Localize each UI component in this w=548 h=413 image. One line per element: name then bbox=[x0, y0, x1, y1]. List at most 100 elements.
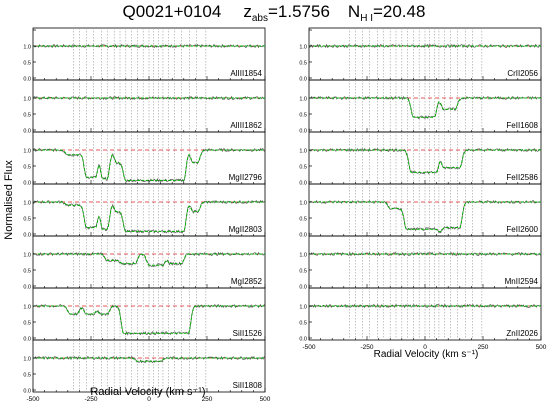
ion-label: MgII2803 bbox=[229, 225, 263, 234]
spectrum-line bbox=[32, 95, 266, 101]
y-tick-label: 0.0 bbox=[299, 285, 307, 291]
y-tick-label: 0.5 bbox=[23, 217, 31, 223]
ion-label: FeII2586 bbox=[506, 173, 538, 182]
panel-FeII1608: 0.0 0.5 1.0 FeII1608 bbox=[299, 79, 542, 135]
x-tick-label: -500 bbox=[302, 344, 315, 351]
panel-AlIII1862: 0.0 0.5 1.0 AlIII1862 bbox=[23, 79, 266, 135]
y-tick-label: 1.0 bbox=[299, 253, 307, 259]
panel-frame bbox=[32, 339, 266, 393]
y-tick-label: 0.0 bbox=[299, 77, 307, 83]
panel-AlIII1854: 0.0 0.5 1.0 AlIII1854 bbox=[23, 27, 266, 83]
model-fit-line bbox=[309, 201, 541, 233]
y-tick-label: 0.0 bbox=[23, 129, 31, 135]
ion-label: SiII1808 bbox=[233, 381, 263, 390]
y-tick-label: 0.0 bbox=[23, 181, 31, 187]
y-tick-label: 1.0 bbox=[299, 97, 307, 103]
panel-CrII2056: 0.0 0.5 1.0 CrII2056 bbox=[299, 27, 542, 83]
panel-MgI2852: 0.0 0.5 1.0 MgI2852 bbox=[23, 235, 266, 291]
y-tick-label: 0.0 bbox=[23, 389, 31, 395]
left-column: 0.00.51.0AlIII18540.00.51.0AlIII18620.00… bbox=[23, 27, 271, 403]
panel-MnII2594: 0.0 0.5 1.0 MnII2594 bbox=[299, 235, 542, 291]
spectrum-line bbox=[308, 147, 542, 175]
ion-label: MnII2594 bbox=[505, 277, 539, 286]
spectrum-line bbox=[32, 199, 266, 234]
y-tick-label: 0.0 bbox=[299, 181, 307, 187]
model-fit-line bbox=[33, 253, 265, 266]
ion-label: FeII2600 bbox=[506, 225, 538, 234]
ion-label: AlIII1862 bbox=[230, 121, 262, 130]
y-tick-label: 0.0 bbox=[299, 233, 307, 239]
y-tick-label: 1.0 bbox=[299, 149, 307, 155]
model-fit-line bbox=[309, 149, 541, 173]
panel-MgII2796: 0.0 0.5 1.0 MgII2796 bbox=[23, 131, 266, 187]
figure-title: Q0021+0104 zabs=1.5756 NH I=20.48 bbox=[123, 2, 426, 24]
y-axis-label: Normalised Flux bbox=[3, 160, 15, 240]
y-tick-label: 1.0 bbox=[23, 45, 31, 51]
x-tick-label: -250 bbox=[360, 344, 373, 351]
panel-frame bbox=[32, 287, 266, 341]
quasar-name: Q0021+0104 bbox=[123, 2, 222, 21]
y-tick-label: 0.5 bbox=[299, 61, 307, 67]
y-tick-label: 1.0 bbox=[23, 357, 31, 363]
y-tick-label: 0.5 bbox=[23, 373, 31, 379]
y-tick-label: 1.0 bbox=[23, 253, 31, 259]
panel-FeII2586: 0.0 0.5 1.0 FeII2586 bbox=[299, 131, 542, 187]
ion-label: AlIII1854 bbox=[230, 69, 262, 78]
x-tick-label: 500 bbox=[260, 396, 271, 403]
y-tick-label: 0.0 bbox=[299, 129, 307, 135]
y-tick-label: 1.0 bbox=[299, 201, 307, 207]
y-tick-label: 0.5 bbox=[299, 217, 307, 223]
ion-label: ZnII2026 bbox=[506, 329, 538, 338]
right-column: 0.0 0.5 1.0 CrII2056 0.0 0.5 1.0 FeII1608 0.0 0.5… bbox=[299, 27, 547, 351]
spectrum-line bbox=[308, 303, 542, 309]
panel-SiII1526: 0.0 0.5 1.0 SiII1526 bbox=[23, 287, 266, 343]
model-fit-line bbox=[33, 201, 265, 233]
ion-label: MgI2852 bbox=[231, 277, 263, 286]
model-fit-line bbox=[33, 305, 265, 334]
model-fit-line bbox=[309, 97, 541, 118]
y-tick-label: 0.5 bbox=[23, 61, 31, 67]
y-tick-label: 1.0 bbox=[23, 97, 31, 103]
y-tick-label: 0.5 bbox=[23, 113, 31, 119]
x-tick-label: 0 bbox=[147, 396, 151, 403]
right-x-axis-label: Radial Velocity (km s⁻¹) bbox=[374, 349, 479, 360]
y-tick-label: 1.0 bbox=[299, 305, 307, 311]
x-tick-label: 500 bbox=[536, 344, 547, 351]
y-tick-label: 0.0 bbox=[23, 233, 31, 239]
y-tick-label: 0.0 bbox=[23, 77, 31, 83]
x-tick-label: -250 bbox=[84, 396, 97, 403]
panel-SiII1808: 0.0 0.5 1.0 SiII1808 bbox=[23, 339, 266, 395]
panel-MgII2803: 0.0 0.5 1.0 MgII2803 bbox=[23, 183, 266, 239]
y-tick-label: 1.0 bbox=[23, 305, 31, 311]
ion-label: FeII1608 bbox=[506, 121, 538, 130]
panel-FeII2600: 0.0 0.5 1.0 FeII2600 bbox=[299, 183, 542, 239]
y-tick-label: 0.5 bbox=[299, 321, 307, 327]
y-tick-label: 0.5 bbox=[299, 113, 307, 119]
y-tick-label: 0.5 bbox=[23, 269, 31, 275]
y-tick-label: 0.0 bbox=[299, 337, 307, 343]
y-tick-label: 0.0 bbox=[23, 337, 31, 343]
y-tick-label: 0.5 bbox=[299, 165, 307, 171]
x-tick-label: -500 bbox=[26, 396, 39, 403]
panel-ZnII2026: 0.0 0.5 1.0 ZnII2026 bbox=[299, 287, 542, 343]
spectrum-line bbox=[32, 251, 266, 268]
x-tick-label: 250 bbox=[202, 396, 213, 403]
ion-label: SiII1526 bbox=[233, 329, 263, 338]
spectrum-line bbox=[308, 43, 542, 49]
y-tick-label: 1.0 bbox=[23, 149, 31, 155]
spectrum-line bbox=[308, 95, 542, 120]
y-tick-label: 0.0 bbox=[23, 285, 31, 291]
y-tick-label: 0.5 bbox=[299, 269, 307, 275]
x-tick-label: 250 bbox=[478, 344, 489, 351]
y-tick-label: 1.0 bbox=[23, 201, 31, 207]
spectrum-line bbox=[32, 43, 266, 49]
ion-label: CrII2056 bbox=[507, 69, 538, 78]
model-fit-line bbox=[33, 149, 265, 182]
y-tick-label: 0.5 bbox=[23, 321, 31, 327]
spectrum-line bbox=[308, 251, 542, 257]
ion-label: MgII2796 bbox=[229, 173, 263, 182]
panel-frame bbox=[308, 27, 542, 81]
x-tick-label: 0 bbox=[423, 344, 427, 351]
model-fit-line bbox=[33, 357, 265, 362]
